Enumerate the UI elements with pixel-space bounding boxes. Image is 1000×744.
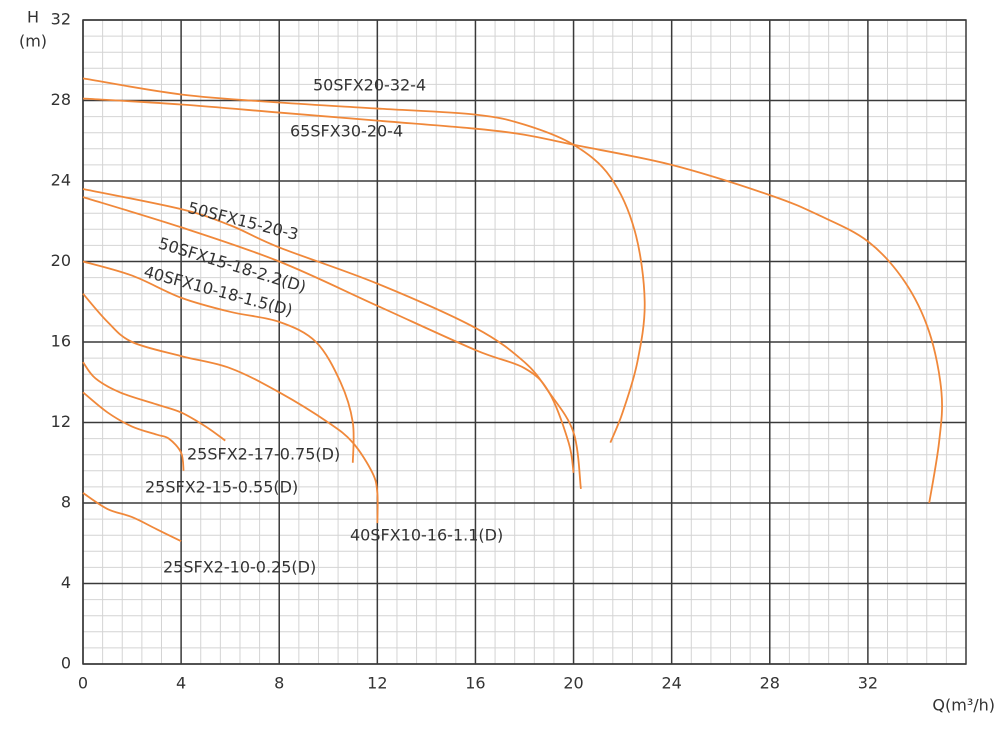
curve (82, 492, 182, 543)
curve (82, 260, 355, 463)
curve (82, 293, 379, 524)
y-tick-label: 20 (51, 251, 71, 270)
x-tick-label: 0 (78, 674, 88, 693)
x-tick-label: 4 (176, 674, 186, 693)
curve (82, 196, 575, 473)
y-tick-label: 8 (61, 493, 71, 512)
y-label: H (27, 8, 39, 27)
curve (82, 361, 226, 442)
x-tick-label: 12 (367, 674, 387, 693)
x-tick-label: 20 (563, 674, 583, 693)
x-tick-label: 8 (274, 674, 284, 693)
curve-label: 65SFX30-20-4 (290, 122, 403, 141)
x-tick-label: 28 (760, 674, 780, 693)
curve (82, 188, 582, 490)
curve (82, 77, 646, 443)
y-tick-label: 12 (51, 412, 71, 431)
y-tick-label: 24 (51, 171, 71, 190)
x-tick-label: 16 (465, 674, 485, 693)
curve (82, 97, 943, 504)
curve-label: 50SFX15-20-3 (186, 198, 300, 244)
curve (82, 391, 185, 471)
x-label: Q(m³/h) (932, 696, 995, 715)
x-tick-label: 32 (858, 674, 878, 693)
y-tick-label: 0 (61, 654, 71, 673)
curve-label: 25SFX2-15-0.55(D) (145, 478, 298, 497)
curve-label: 40SFX10-16-1.1(D) (350, 526, 503, 545)
y-tick-label: 32 (51, 10, 71, 29)
plot-frame (82, 19, 967, 665)
y-label: (m) (19, 32, 47, 51)
y-tick-label: 16 (51, 332, 71, 351)
curve-label: 25SFX2-17-0.75(D) (187, 445, 340, 464)
y-tick-label: 4 (61, 573, 71, 592)
y-tick-label: 28 (51, 90, 71, 109)
x-tick-label: 24 (661, 674, 681, 693)
curve-label: 25SFX2-10-0.25(D) (163, 558, 316, 577)
curve-label: 50SFX20-32-4 (313, 76, 426, 95)
